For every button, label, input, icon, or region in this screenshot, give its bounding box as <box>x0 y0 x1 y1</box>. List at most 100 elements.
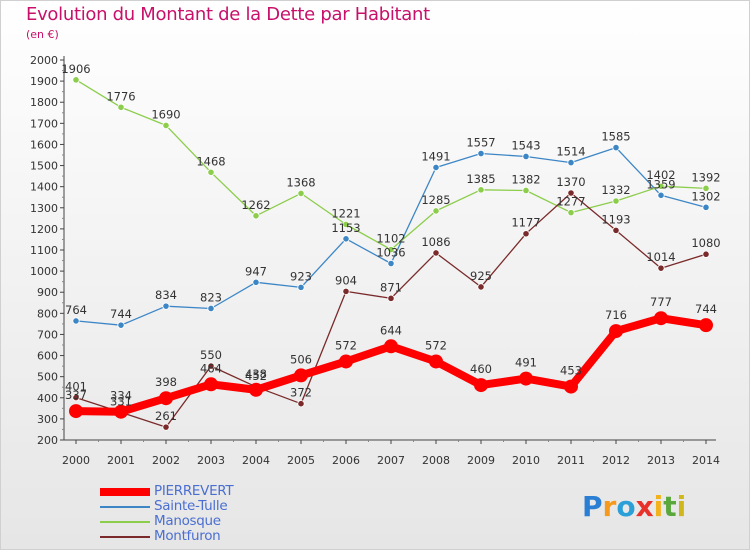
data-point <box>564 379 578 394</box>
data-point <box>609 324 623 339</box>
data-label: 398 <box>155 375 177 389</box>
x-tick-label: 2003 <box>197 454 225 467</box>
data-point <box>69 404 83 419</box>
legend-item-montfuron: Montfuron <box>100 529 300 544</box>
data-label: 506 <box>290 352 312 366</box>
brand-logo-letter: o <box>616 490 636 523</box>
y-tick-label: 1700 <box>30 117 58 130</box>
chart-data-labels: 764 744 834 823 947 923 1153 1036 1491 1557 1543 15… <box>61 62 720 423</box>
data-label: 1102 <box>376 232 405 246</box>
data-label: 1690 <box>151 107 180 121</box>
data-label: 1193 <box>601 212 630 226</box>
y-tick-label: 1100 <box>30 244 58 257</box>
x-tick-label: 2002 <box>152 454 180 467</box>
data-label: 823 <box>200 290 222 304</box>
data-label: 464 <box>200 361 222 375</box>
data-label: 1370 <box>556 175 585 189</box>
data-point <box>657 191 665 199</box>
data-label: 1514 <box>556 145 585 159</box>
x-tick-label: 2004 <box>242 454 270 467</box>
data-label: 1368 <box>286 175 315 189</box>
data-label: 491 <box>515 356 537 370</box>
brand-logo-letter: r <box>602 490 617 523</box>
brand-logo-letter: x <box>635 490 654 523</box>
chart-legend: PIERREVERT Sainte-Tulle Manosque Montfur… <box>100 484 300 544</box>
data-label: 1468 <box>196 154 225 168</box>
brand-logo-letter: i <box>653 490 664 523</box>
data-point <box>702 250 710 258</box>
data-label: 834 <box>155 288 177 302</box>
data-label: 1277 <box>556 195 585 209</box>
data-label: 337 <box>65 388 87 402</box>
data-point <box>207 304 215 313</box>
data-label: 438 <box>245 367 267 381</box>
legend-swatch-sainte-tulle <box>100 505 150 508</box>
x-tick-label: 2010 <box>512 454 540 467</box>
data-point <box>522 230 530 238</box>
data-point <box>252 212 260 220</box>
data-point <box>294 368 308 383</box>
y-tick-label: 600 <box>37 350 58 363</box>
data-point <box>162 423 170 431</box>
data-label: 1080 <box>691 236 720 250</box>
data-point <box>204 377 218 392</box>
data-point <box>72 317 80 325</box>
data-point <box>657 264 665 272</box>
data-label: 1285 <box>421 193 450 207</box>
chart-subtitle: (en €) <box>26 28 59 41</box>
x-tick-label: 2009 <box>467 454 495 467</box>
data-label: 453 <box>560 364 582 378</box>
data-point <box>432 249 440 257</box>
data-point <box>432 207 440 215</box>
y-tick-label: 800 <box>37 307 58 320</box>
data-label: 1543 <box>511 138 540 152</box>
y-tick-label: 200 <box>37 434 58 447</box>
data-point <box>387 259 395 268</box>
data-point <box>72 393 80 402</box>
data-label: 331 <box>110 394 132 408</box>
data-label: 923 <box>290 269 312 283</box>
data-label: 744 <box>110 307 132 321</box>
data-label: 460 <box>470 362 492 376</box>
y-tick-label: 300 <box>37 413 58 426</box>
data-label: 925 <box>470 269 492 283</box>
data-point <box>72 76 80 84</box>
data-point <box>522 152 530 161</box>
data-label: 401 <box>65 380 87 394</box>
data-label: 1221 <box>331 206 360 220</box>
legend-swatch-manosque <box>100 520 150 523</box>
data-label: 1332 <box>601 183 630 197</box>
data-label: 871 <box>380 280 402 294</box>
legend-swatch-pierrevert <box>100 487 150 496</box>
data-label: 1382 <box>511 172 540 186</box>
y-tick-label: 1400 <box>30 181 58 194</box>
data-label: 1262 <box>241 198 270 212</box>
data-label: 572 <box>335 338 357 352</box>
data-label: 1177 <box>511 216 540 230</box>
data-point <box>162 121 170 130</box>
brand-logo-letter: i <box>676 490 687 523</box>
x-tick-label: 2013 <box>647 454 675 467</box>
data-point <box>429 354 443 369</box>
data-point <box>117 103 125 111</box>
data-label: 550 <box>200 348 222 362</box>
y-tick-label: 700 <box>37 328 58 341</box>
data-point <box>657 182 665 190</box>
data-label: 1402 <box>646 168 675 182</box>
y-tick-label: 1800 <box>30 96 58 109</box>
data-point <box>477 149 485 158</box>
data-point <box>612 144 620 152</box>
data-point <box>387 245 395 254</box>
y-tick-label: 900 <box>37 286 58 299</box>
data-point <box>612 226 620 234</box>
data-point <box>207 168 215 176</box>
chart-series-points <box>69 76 713 431</box>
x-tick-label: 2006 <box>332 454 360 467</box>
data-label: 1014 <box>646 250 675 264</box>
data-point <box>654 311 668 326</box>
chart-title: Evolution du Montant de la Dette par Hab… <box>26 4 430 25</box>
brand-logo-letter: t <box>663 490 677 523</box>
data-point <box>702 184 710 192</box>
